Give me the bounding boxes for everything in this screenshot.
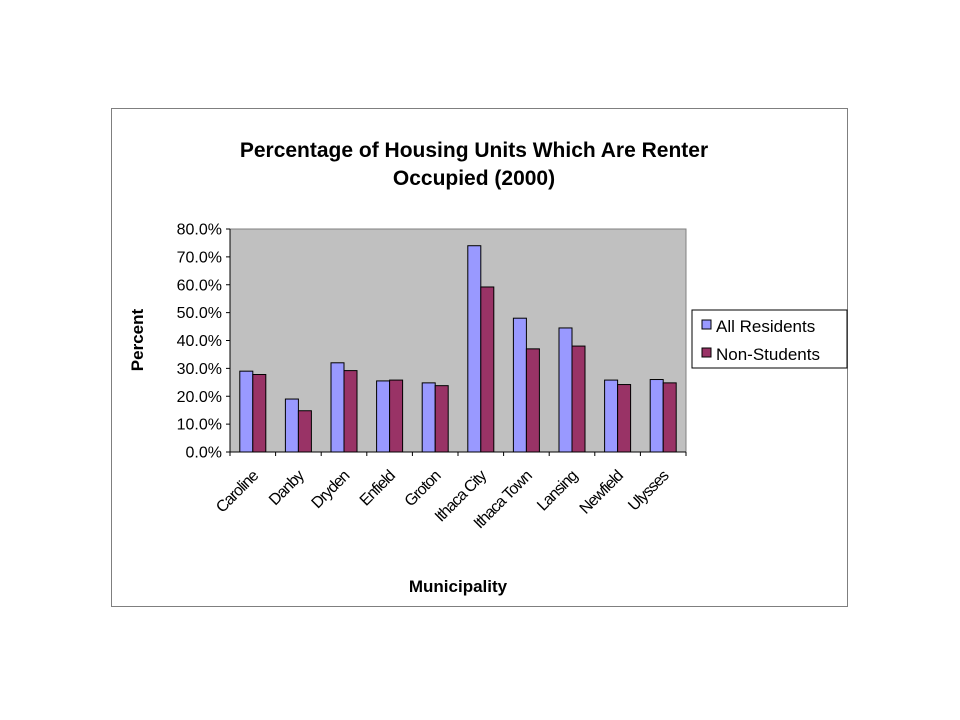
x-tick-label-enfield: Enfield: [357, 468, 399, 510]
bar-non-students-groton: [434, 385, 449, 453]
x-tick-label-groton: Groton: [402, 468, 444, 510]
legend-swatch-non-students: [701, 347, 712, 358]
bar-non-students-lansing: [571, 345, 586, 453]
x-tick-label-ulysses: Ulysses: [625, 467, 672, 514]
bars: [229, 245, 687, 456]
legend-swatch-all-residents: [701, 319, 712, 330]
x-axis-title: Municipality: [409, 577, 508, 596]
chart-title-line-1: Percentage of Housing Units Which Are Re…: [240, 139, 708, 162]
bar-all-residents-lansing: [558, 327, 573, 453]
bar-non-students-newfield: [617, 384, 632, 453]
bar-non-students-danby: [297, 410, 312, 453]
y-tick-label: 60.0%: [177, 277, 222, 294]
y-tick-label: 40.0%: [177, 333, 222, 350]
bar-all-residents-ithaca-town: [512, 317, 527, 453]
legend-box: [691, 309, 848, 369]
legend-label-non-students: Non-Students: [716, 345, 820, 364]
bar-non-students-ithaca-town: [525, 348, 540, 453]
y-tick-label: 80.0%: [177, 222, 222, 239]
x-tick-label-dryden: Dryden: [309, 468, 353, 512]
x-tick-label-lansing: Lansing: [534, 468, 581, 515]
legend: All Residents Non-Students: [691, 309, 848, 369]
bar-all-residents-groton: [421, 382, 436, 453]
bar-non-students-dryden: [343, 370, 358, 453]
y-tick-label: 0.0%: [186, 445, 222, 462]
bar-all-residents-dryden: [330, 362, 345, 453]
x-tick-label-danby: Danby: [266, 467, 308, 509]
bar-non-students-enfield: [389, 379, 404, 453]
bar-all-residents-ulysses: [649, 379, 664, 453]
y-tick-label: 20.0%: [177, 389, 222, 406]
x-tick-label-caroline: Caroline: [213, 467, 262, 516]
bar-all-residents-enfield: [376, 380, 391, 453]
bar-all-residents-ithaca-city: [467, 245, 482, 453]
bar-non-students-ithaca-city: [480, 286, 495, 453]
chart-frame: Percentage of Housing Units Which Are Re…: [111, 108, 848, 607]
y-axis-title: Percent: [128, 308, 147, 371]
bar-all-residents-caroline: [239, 370, 254, 453]
chart-title-line-2: Occupied (2000): [393, 167, 555, 190]
y-tick-label: 50.0%: [177, 305, 222, 322]
y-tick-label: 10.0%: [177, 417, 222, 434]
y-axis-ticks: 0.0% 10.0% 20.0% 30.0% 40.0% 50.0% 60.0% 70.0% 8…: [177, 222, 231, 462]
bar-all-residents-newfield: [604, 379, 619, 453]
legend-label-all-residents: All Residents: [716, 317, 815, 336]
y-tick-label: 30.0%: [177, 361, 222, 378]
x-tick-label-newfield: Newfield: [577, 468, 627, 518]
bar-non-students-caroline: [252, 374, 267, 453]
bar-all-residents-danby: [284, 398, 299, 453]
y-tick-label: 70.0%: [177, 249, 222, 266]
chart: Percentage of Housing Units Which Are Re…: [128, 139, 848, 596]
bar-non-students-ulysses: [662, 382, 677, 453]
